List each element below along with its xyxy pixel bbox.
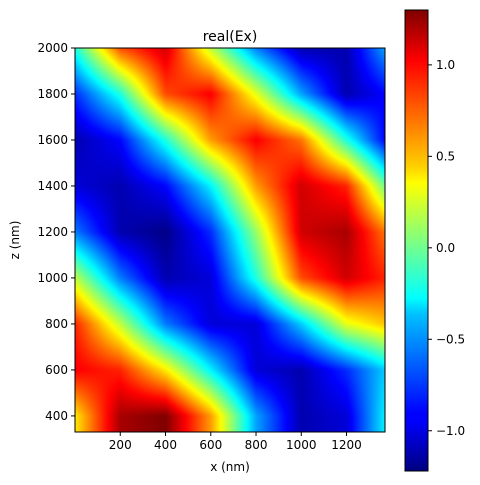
y-axis-label: z (nm) [8, 221, 22, 260]
y-tick-label: 1000 [37, 271, 68, 285]
y-tick-label: 1200 [37, 225, 68, 239]
colorbar-tick-label: −0.5 [436, 332, 465, 346]
x-tick-label: 1000 [286, 438, 317, 452]
x-axis: 200 400 600 800 1000 1200 [109, 432, 362, 452]
colorbar-tick-label: −1.0 [436, 424, 465, 438]
x-tick-label: 400 [154, 438, 177, 452]
colorbar-ticks: −1.0 −0.5 0.0 0.5 1.0 [428, 58, 465, 438]
x-tick-label: 800 [245, 438, 268, 452]
colorbar-gradient [405, 10, 428, 471]
colorbar: −1.0 −0.5 0.0 0.5 1.0 [405, 10, 465, 471]
y-tick-label: 2000 [37, 41, 68, 55]
heatmap [75, 48, 385, 432]
x-tick-label: 600 [199, 438, 222, 452]
colorbar-tick-label: 0.0 [436, 241, 455, 255]
heatmap-image [75, 48, 385, 432]
colorbar-tick-label: 1.0 [436, 58, 455, 72]
y-axis: 400 600 800 1000 1200 1400 1600 1800 2000 [37, 41, 75, 423]
y-tick-label: 1400 [37, 179, 68, 193]
y-tick-label: 600 [45, 363, 68, 377]
chart-title: real(Ex) [203, 29, 258, 45]
y-tick-label: 1600 [37, 133, 68, 147]
colorbar-tick-label: 0.5 [436, 149, 455, 163]
x-tick-label: 200 [109, 438, 132, 452]
y-tick-label: 800 [45, 317, 68, 331]
y-tick-label: 1800 [37, 87, 68, 101]
x-axis-label: x (nm) [210, 460, 250, 474]
y-tick-label: 400 [45, 409, 68, 423]
x-tick-label: 1200 [331, 438, 362, 452]
